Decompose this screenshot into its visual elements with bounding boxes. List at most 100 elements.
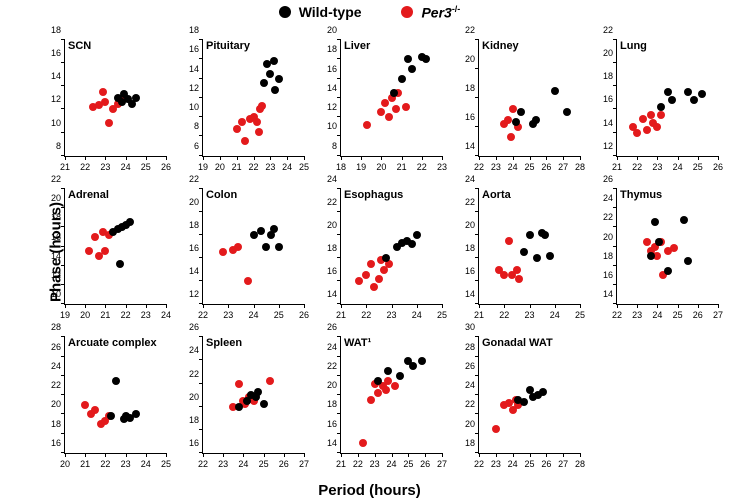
data-point-wt [107,412,115,420]
y-tick [199,336,203,337]
y-tick-label: 26 [319,322,337,332]
y-tick-label: 26 [595,174,613,184]
data-point-wt [413,231,421,239]
x-tick-label: 24 [121,162,131,172]
y-tick [199,135,203,136]
x-tick [546,453,547,457]
x-tick-label: 24 [673,162,683,172]
data-point-wt [690,96,698,104]
data-point-per3 [91,233,99,241]
y-tick [337,234,341,235]
y-tick-label: 14 [43,71,61,81]
y-tick-label: 18 [457,83,475,93]
x-tick [243,453,244,457]
x-tick-label: 22 [248,162,258,172]
panel-title: Kidney [482,40,519,52]
data-point-wt [657,103,665,111]
x-tick-label: 24 [412,310,422,320]
y-tick-label: 20 [181,392,199,402]
y-tick-label: 20 [457,54,475,64]
y-tick [61,284,65,285]
x-tick-label: 24 [161,310,171,320]
y-tick-label: 18 [181,220,199,230]
panel-title: Adrenal [68,189,109,201]
x-tick [513,453,514,457]
x-tick-label: 20 [60,459,70,469]
x-tick [361,156,362,160]
y-tick-label: 20 [181,197,199,207]
x-tick-label: 25 [673,310,683,320]
y-tick [475,433,479,434]
x-tick [563,453,564,457]
x-tick-label: 18 [336,162,346,172]
x-tick-label: 19 [60,310,70,320]
x-tick [479,156,480,160]
data-point-per3 [253,118,261,126]
x-tick-label: 23 [223,310,233,320]
data-point-wt [262,243,270,251]
x-tick-label: 24 [652,310,662,320]
data-point-wt [418,357,426,365]
data-point-wt [390,89,398,97]
panel-title: Arcuate complex [68,337,157,349]
x-tick-label: 22 [499,310,509,320]
legend-dot-wt [279,6,291,18]
x-tick-label: 22 [361,310,371,320]
y-tick [199,383,203,384]
y-tick-label: 20 [319,25,337,35]
x-tick-label: 23 [632,310,642,320]
y-tick [613,303,617,304]
y-tick-label: 8 [43,141,61,151]
y-tick-label: 20 [43,193,61,203]
y-tick [61,85,65,86]
x-tick [146,453,147,457]
y-tick [475,394,479,395]
y-tick-label: 16 [319,266,337,276]
y-tick [61,394,65,395]
x-tick-label: 21 [612,162,622,172]
y-tick-label: 18 [181,415,199,425]
data-point-wt [532,116,540,124]
data-point-per3 [513,266,521,274]
x-tick [580,453,581,457]
data-point-wt [270,57,278,65]
y-tick-label: 20 [457,220,475,230]
data-point-wt [546,252,554,260]
y-tick-label: 24 [319,174,337,184]
data-point-per3 [91,406,99,414]
x-tick-label: 25 [524,459,534,469]
y-tick-label: 20 [319,380,337,390]
y-tick [337,116,341,117]
y-tick [613,155,617,156]
x-tick [479,304,480,308]
x-tick [496,453,497,457]
panel-title: Gonadal WAT [482,337,553,349]
y-tick [337,303,341,304]
data-point-per3 [492,425,500,433]
y-tick [61,207,65,208]
y-tick [337,413,341,414]
x-tick-label: 23 [524,310,534,320]
x-tick [105,453,106,457]
y-tick [337,135,341,136]
y-tick [337,356,341,357]
y-tick [475,39,479,40]
y-tick-label: 18 [319,399,337,409]
y-tick [475,375,479,376]
data-point-per3 [507,133,515,141]
x-tick [264,453,265,457]
y-tick [199,58,203,59]
x-tick [657,156,658,160]
panel-title: WAT¹ [344,337,371,349]
data-point-wt [655,238,663,246]
data-point-wt [398,75,406,83]
y-tick [613,108,617,109]
x-tick-label: 23 [141,310,151,320]
data-point-per3 [241,137,249,145]
y-tick-label: 22 [595,25,613,35]
data-point-per3 [105,119,113,127]
y-tick-label: 22 [319,361,337,371]
data-point-wt [257,227,265,235]
data-point-wt [517,108,525,116]
y-tick [337,452,341,453]
